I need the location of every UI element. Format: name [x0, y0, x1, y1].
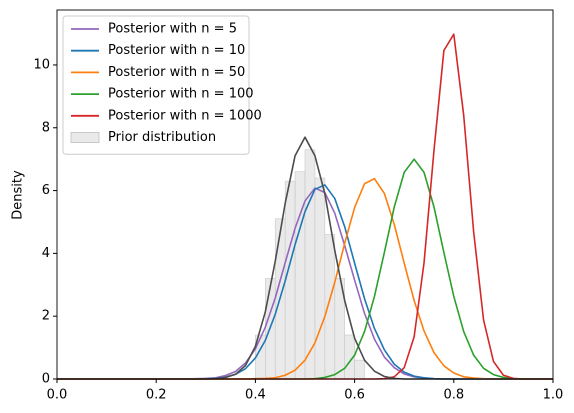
- x-tick-label: 0.8: [443, 388, 464, 403]
- legend-label: Posterior with n = 10: [108, 43, 245, 58]
- legend-label: Posterior with n = 5: [108, 22, 237, 37]
- y-tick-label: 0: [42, 372, 50, 387]
- legend-label: Posterior with n = 100: [108, 87, 254, 102]
- legend-label: Posterior with n = 1000: [108, 108, 262, 123]
- histogram-bar: [324, 234, 336, 380]
- y-tick-label: 4: [42, 246, 50, 261]
- histogram-bar: [314, 177, 326, 380]
- plot-frame: [56, 9, 554, 380]
- legend-box: [62, 15, 250, 155]
- x-tick-label: 0.6: [344, 388, 365, 403]
- y-tick-label: 2: [42, 309, 50, 324]
- legend-swatch: [70, 132, 100, 143]
- y-tick-label: 10: [33, 57, 50, 72]
- x-tick-label: 0.2: [146, 388, 167, 403]
- legend: Posterior with n = 5 Posterior with n = 1…: [62, 15, 262, 155]
- x-tick-label: 1.0: [543, 388, 564, 403]
- x-tick-label: 0.0: [47, 388, 68, 403]
- histogram-bar: [284, 180, 296, 380]
- x-tick-label: 0.4: [245, 388, 266, 403]
- histogram-bar: [354, 359, 365, 380]
- legend-label: Posterior with n = 50: [108, 65, 245, 80]
- legend-label: Prior distribution: [108, 130, 216, 145]
- y-axis-label: Density: [11, 170, 26, 220]
- y-tick-label: 8: [42, 120, 50, 135]
- y-tick-label: 6: [42, 183, 50, 198]
